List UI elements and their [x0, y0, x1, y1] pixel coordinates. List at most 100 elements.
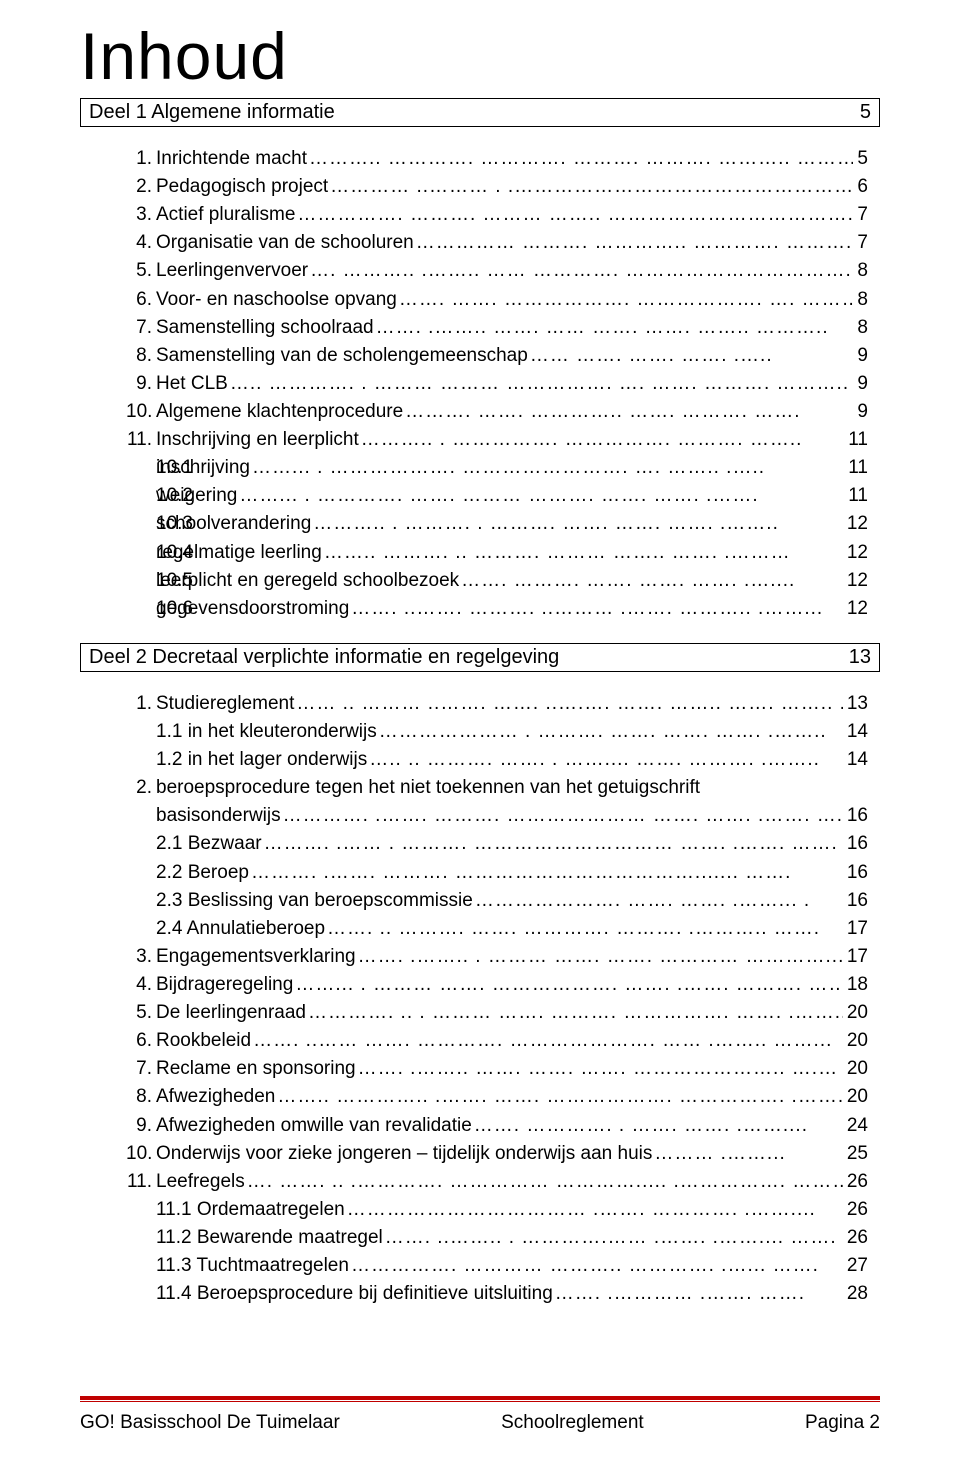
toc-entry-label: Rookbeleid — [156, 1027, 251, 1055]
toc-line: 7. Reclame en sponsoring ……. .…….. ……. …… — [126, 1055, 868, 1083]
toc-leader-dots: ……….. . ……………. ……………. ………. …….. — [359, 426, 845, 454]
toc-entry-page: 9 — [853, 342, 868, 370]
page-title: Inhoud — [80, 18, 880, 94]
toc-leader-dots: ………. ……. ………….. ……. ………. ……. — [403, 398, 853, 426]
toc-entry-label: leerplicht en geregeld schoolbezoek — [156, 567, 459, 595]
toc-entry-number: 9. — [126, 370, 156, 398]
toc-entry-page: 26 — [843, 1224, 868, 1252]
toc-entry-label: Reclame en sponsoring — [156, 1055, 356, 1083]
footer-rule — [80, 1396, 880, 1402]
toc-entry-label: 1.1 in het kleuteronderwijs — [156, 718, 377, 746]
toc-entry-label: regelmatige leerling — [156, 539, 322, 567]
toc-entry-label: Voor- en naschoolse opvang — [156, 286, 397, 314]
toc-leader-dots: ……………. ………… ……….. …………. .…... ……. — [349, 1252, 843, 1280]
toc-leader-dots: …………… ………. ………….. …………. ……….. — [414, 229, 854, 257]
toc-line: 11.2 Bewarende maatregel ……. ..…….. . ……… — [156, 1224, 868, 1252]
toc-leader-dots: ……. .…….. ……. …… ……. ……. …….. ……….. — [374, 314, 854, 342]
toc-entry-label: 2.2 Beroep — [156, 859, 249, 887]
footer-right: Pagina 2 — [805, 1412, 880, 1434]
toc-entry-label: 11.2 Bewarende maatregel — [156, 1224, 383, 1252]
toc-line: 4. Bijdrageregeling ……... . ……… ……. …………… — [126, 971, 868, 999]
toc-entry-label: 2.3 Beslissing van beroepscommissie — [156, 887, 473, 915]
toc-line: 10. Algemene klachtenprocedure ………. ……. … — [126, 398, 868, 426]
toc-line: 2. Pedagogisch project ………… ..……… . .………… — [126, 173, 868, 201]
toc-leader-dots: ……. ..……. ………. ..……… .……. ……….. .……... — [349, 595, 843, 623]
toc-line: 2.4 Annulatieberoep ……. .. ………. ……. …………… — [156, 915, 868, 943]
toc-line: 10.5 leerplicht en geregeld schoolbezoek… — [156, 567, 868, 595]
toc-entry-number: 10. — [126, 398, 156, 426]
toc-entry-page: 20 — [843, 1083, 868, 1111]
toc-leader-dots: …….. ………. .. ………. ……… …….. ……. .……… — [322, 539, 843, 567]
toc-leader-dots: ………. .……. ………. ………………………………....... ……. — [249, 859, 843, 887]
toc-line: 10.6 gegevensdoorstroming ……. ..……. ……….… — [156, 595, 868, 623]
toc-leader-dots: ……….. …………. …………. ………. ………. ……….. …………….… — [307, 145, 853, 173]
toc-entry-page: 14 — [843, 718, 868, 746]
toc-entry-label: 11.3 Tuchtmaatregelen — [156, 1252, 349, 1280]
section-2-page: 13 — [849, 646, 871, 669]
toc-leader-dots: …………. .. . ……… ……. ………. ……………. ……. .…….. — [306, 999, 843, 1027]
toc-entry-page: 12 — [843, 539, 868, 567]
toc-entry-page: 16 — [843, 887, 868, 915]
toc-entry-label: Inrichtende macht — [156, 145, 307, 173]
toc-entry-number: 5. — [126, 999, 156, 1027]
toc-entry-page: 20 — [843, 999, 868, 1027]
toc-leader-dots: ….. …………. . ……… ……… ……………. …. ……. ………. …… — [228, 370, 854, 398]
toc-entry-page: 5 — [853, 145, 868, 173]
toc-leader-dots: …. ……….. .…….. …… …………. …………………………….. — [308, 257, 853, 285]
toc-entry-number: 3. — [126, 201, 156, 229]
toc-leader-dots: …… ……. ……. ……. .….. — [528, 342, 854, 370]
toc-line: 1.2 in het lager onderwijs ….. .. ………. …… — [156, 746, 868, 774]
toc-entry-label: Afwezigheden — [156, 1083, 275, 1111]
toc-line: 11.3 Tuchtmaatregelen ……………. ………… ……….. … — [156, 1252, 868, 1280]
toc-leader-dots: ……. .…….. . ……… ……. ……. ………… …………... — [356, 943, 843, 971]
toc-entry-page: 6 — [853, 173, 868, 201]
toc-leader-dots: ……. ………. ……. ……. ……. .….... — [459, 567, 843, 595]
section-box-1: Deel 1 Algemene informatie 5 — [80, 98, 880, 127]
toc-line: 1.1 in het kleuteronderwijs ………………… . ……… — [156, 718, 868, 746]
footer-center: Schoolreglement — [501, 1412, 644, 1434]
toc-entry-page: 26 — [843, 1196, 868, 1224]
toc-entry-page: 7 — [853, 229, 868, 257]
toc-leader-dots: ……. .………… .……. ……. — [553, 1280, 843, 1308]
toc-line: 5. Leerlingenvervoer …. ……….. .…….. …… …… — [126, 257, 868, 285]
toc-entry-number: 2. — [126, 774, 156, 802]
section-box-2: Deel 2 Decretaal verplichte informatie e… — [80, 643, 880, 672]
toc-entry-page: 8 — [853, 286, 868, 314]
toc-entry-label: Organisatie van de schooluren — [156, 229, 414, 257]
toc-line: 6. Rookbeleid ……. ..…… ……. …………. …………………… — [126, 1027, 868, 1055]
toc-entry-label: 11.4 Beroepsprocedure bij definitieve ui… — [156, 1280, 553, 1308]
toc-leader-dots: …. ……. .. .…………. …………… …………..... .…………….… — [245, 1168, 843, 1196]
toc-leader-dots: ……... . ……… ……. ………………. ……. .……. ………. …… — [293, 971, 843, 999]
toc-entry-label: schoolverandering — [156, 510, 311, 538]
toc-entry-number: 5. — [126, 257, 156, 285]
toc-entry-label: 1.2 in het lager onderwijs — [156, 746, 367, 774]
toc-entry-label: Onderwijs voor zieke jongeren – tijdelij… — [156, 1140, 652, 1168]
toc-entry-page: 9 — [853, 370, 868, 398]
toc-line: 8. Samenstelling van de scholengemeensch… — [126, 342, 868, 370]
toc-leader-dots: ….. .. ………. ……. . …….... ……. ………. .…….. — [367, 746, 843, 774]
section-1-label: Deel 1 Algemene informatie — [89, 101, 335, 124]
toc-leader-dots: …….. ………….. .……. ……. ………………. ……………. .…….… — [275, 1083, 842, 1111]
toc-entry-number: 1. — [126, 145, 156, 173]
toc-line: 3. Actief pluralisme ……………. ………. ……… …….… — [126, 201, 868, 229]
toc-entry-number: 11. — [126, 426, 156, 454]
toc-line: 1. Studiereglement …… .. ……… ..……. ……. .… — [126, 690, 868, 718]
toc-entry-label: Samenstelling van de scholengemeenschap — [156, 342, 528, 370]
toc-leader-dots: ……. ..…….. . ………….…… .……. .…….... ……. — [383, 1224, 843, 1252]
toc-line: 10.2 weigering ……... . …………. ……. ……… ………… — [156, 482, 868, 510]
toc-entry-page: 17 — [843, 943, 868, 971]
toc-entry-page: 13 — [843, 690, 868, 718]
toc-entry-page: 9 — [853, 398, 868, 426]
toc-line: basisonderwijs …………. .……. ………. ………………… …… — [156, 802, 868, 830]
toc-leader-dots: ……. .. ………. ……. …………. ………. .……….. ……. — [325, 915, 843, 943]
toc-entry-label: Pedagogisch project — [156, 173, 328, 201]
toc-entry-label: Actief pluralisme — [156, 201, 295, 229]
toc-entry-label: Afwezigheden omwille van revalidatie — [156, 1112, 472, 1140]
toc-entry-number: 8. — [126, 342, 156, 370]
toc-entry-number: 4. — [126, 971, 156, 999]
toc-line: 10.4 regelmatige leerling …….. ………. .. …… — [156, 539, 868, 567]
toc-entry-page: 12 — [843, 595, 868, 623]
toc-entry-label: 2.1 Bezwaar — [156, 830, 262, 858]
toc-entry-number: 8. — [126, 1083, 156, 1111]
toc-entry-page: 11 — [844, 426, 868, 454]
